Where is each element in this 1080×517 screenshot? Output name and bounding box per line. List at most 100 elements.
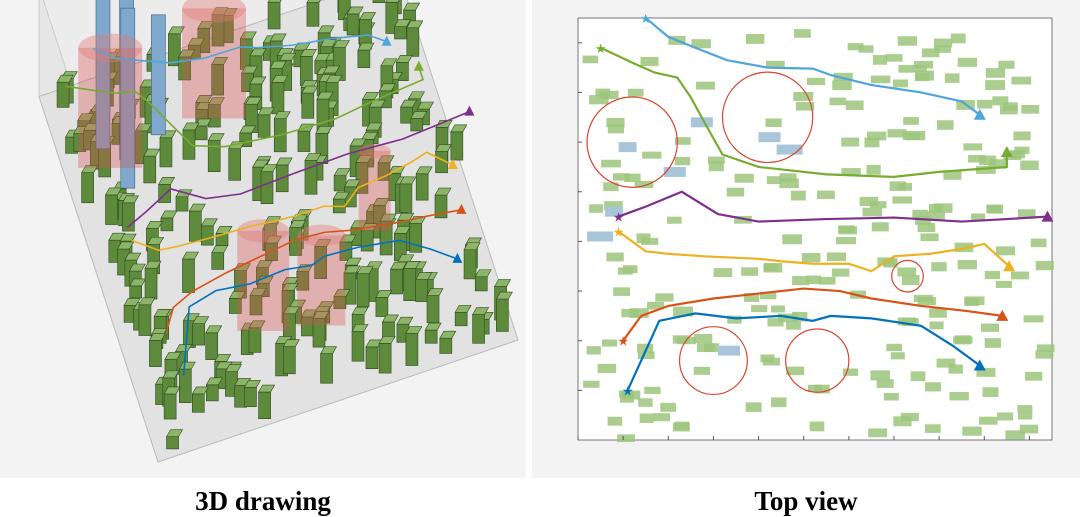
building-obstacle (890, 352, 905, 360)
building-obstacle (809, 421, 825, 432)
building-obstacle (897, 36, 918, 46)
building-obstacle (741, 267, 759, 276)
building-obstacle (962, 426, 982, 436)
building-block-side (406, 27, 420, 57)
no-fly-circle (678, 326, 748, 396)
building-obstacle (637, 343, 654, 353)
building-block-top (378, 83, 396, 92)
building-block-top (124, 252, 142, 261)
building-block-side (496, 298, 509, 332)
building-block-top (191, 386, 209, 395)
building-block-side (474, 276, 488, 292)
building-block-side (405, 333, 419, 366)
building-block-top (214, 354, 232, 362)
building-block-side (175, 196, 189, 212)
building-obstacle (943, 170, 962, 180)
tall-obstacle (690, 117, 713, 128)
building-block-top (435, 120, 453, 128)
no-fly-cylinder-top (297, 224, 346, 247)
building-obstacle (921, 48, 940, 58)
building-block-top (325, 75, 343, 83)
building-obstacle (998, 60, 1015, 69)
building-block-side (178, 368, 192, 403)
building-block-side (463, 249, 477, 280)
building-obstacle (893, 416, 912, 427)
building-block-top (205, 325, 223, 334)
building-block-top (271, 75, 289, 83)
building-block-top (258, 384, 276, 393)
building-obstacle (766, 176, 782, 185)
building-obstacle (924, 382, 941, 392)
tall-column (95, 0, 111, 150)
building-block-top (257, 107, 275, 116)
building-block-side (410, 118, 424, 132)
building-obstacle (647, 301, 664, 310)
building-obstacle (866, 164, 881, 175)
building-block-side (372, 0, 386, 4)
building-block-top (279, 52, 297, 61)
building-block-top (182, 251, 200, 260)
building-obstacle (988, 159, 1007, 169)
uav-path-2 (600, 46, 1008, 178)
building-block-side (306, 2, 320, 27)
no-fly-circle (586, 96, 678, 188)
uav-end-marker-6 (973, 359, 986, 371)
building-block-top (224, 364, 242, 373)
building-obstacle (885, 54, 903, 62)
uav-end-marker-3d-3 (464, 105, 475, 116)
building-block-side (182, 129, 196, 160)
uav-path-3d-2 (65, 66, 424, 148)
building-obstacle (707, 156, 725, 164)
building-obstacle (779, 173, 797, 182)
uav-path-3d-1 (92, 34, 387, 64)
building-block-top (289, 220, 307, 228)
building-block-top (211, 57, 229, 65)
no-fly-cylinder-top (182, 0, 246, 23)
building-obstacle (637, 351, 655, 360)
building-block-top (249, 287, 267, 296)
building-block-top (395, 54, 413, 63)
building-obstacle (826, 252, 847, 262)
building-obstacle (639, 413, 654, 424)
building-block-side (399, 183, 413, 213)
building-block-top (158, 176, 176, 185)
building-obstacle (696, 81, 715, 90)
building-obstacle (886, 343, 902, 352)
uav-end-marker-3d-4 (447, 158, 458, 169)
building-obstacle (765, 118, 782, 128)
building-obstacle (791, 311, 808, 322)
building-obstacle (948, 364, 963, 374)
building-block-top (379, 213, 397, 222)
building-obstacle (792, 275, 810, 286)
building-block-side (439, 337, 453, 354)
building-block-side (271, 82, 285, 115)
building-block-top (410, 111, 428, 119)
chart-3d (38, 0, 519, 463)
building-block-top (164, 352, 182, 360)
uav-start-marker-5: ★ (617, 334, 629, 349)
building-obstacle (660, 402, 676, 412)
building-block-top (167, 26, 185, 35)
building-block-side (415, 173, 429, 201)
building-obstacle (786, 366, 805, 376)
building-obstacle (841, 137, 860, 147)
building-block-side (267, 1, 281, 30)
uav-path-5 (622, 287, 1003, 342)
building-obstacle (674, 137, 691, 145)
uav-path-6 (626, 312, 981, 391)
building-block-top (351, 324, 369, 332)
building-block-top (182, 122, 200, 131)
building-block-side (205, 332, 219, 360)
building-obstacle (744, 293, 760, 302)
building-obstacle (1035, 260, 1054, 271)
building-obstacle (693, 333, 713, 344)
uav-end-marker-3d-2 (413, 60, 424, 71)
building-obstacle (607, 416, 623, 426)
building-block-top (390, 261, 408, 270)
building-obstacle (726, 187, 745, 197)
building-obstacle (634, 180, 654, 189)
building-obstacle (858, 45, 874, 53)
building-obstacle (933, 203, 953, 213)
building-obstacle (901, 275, 920, 286)
building-obstacle (760, 354, 775, 363)
